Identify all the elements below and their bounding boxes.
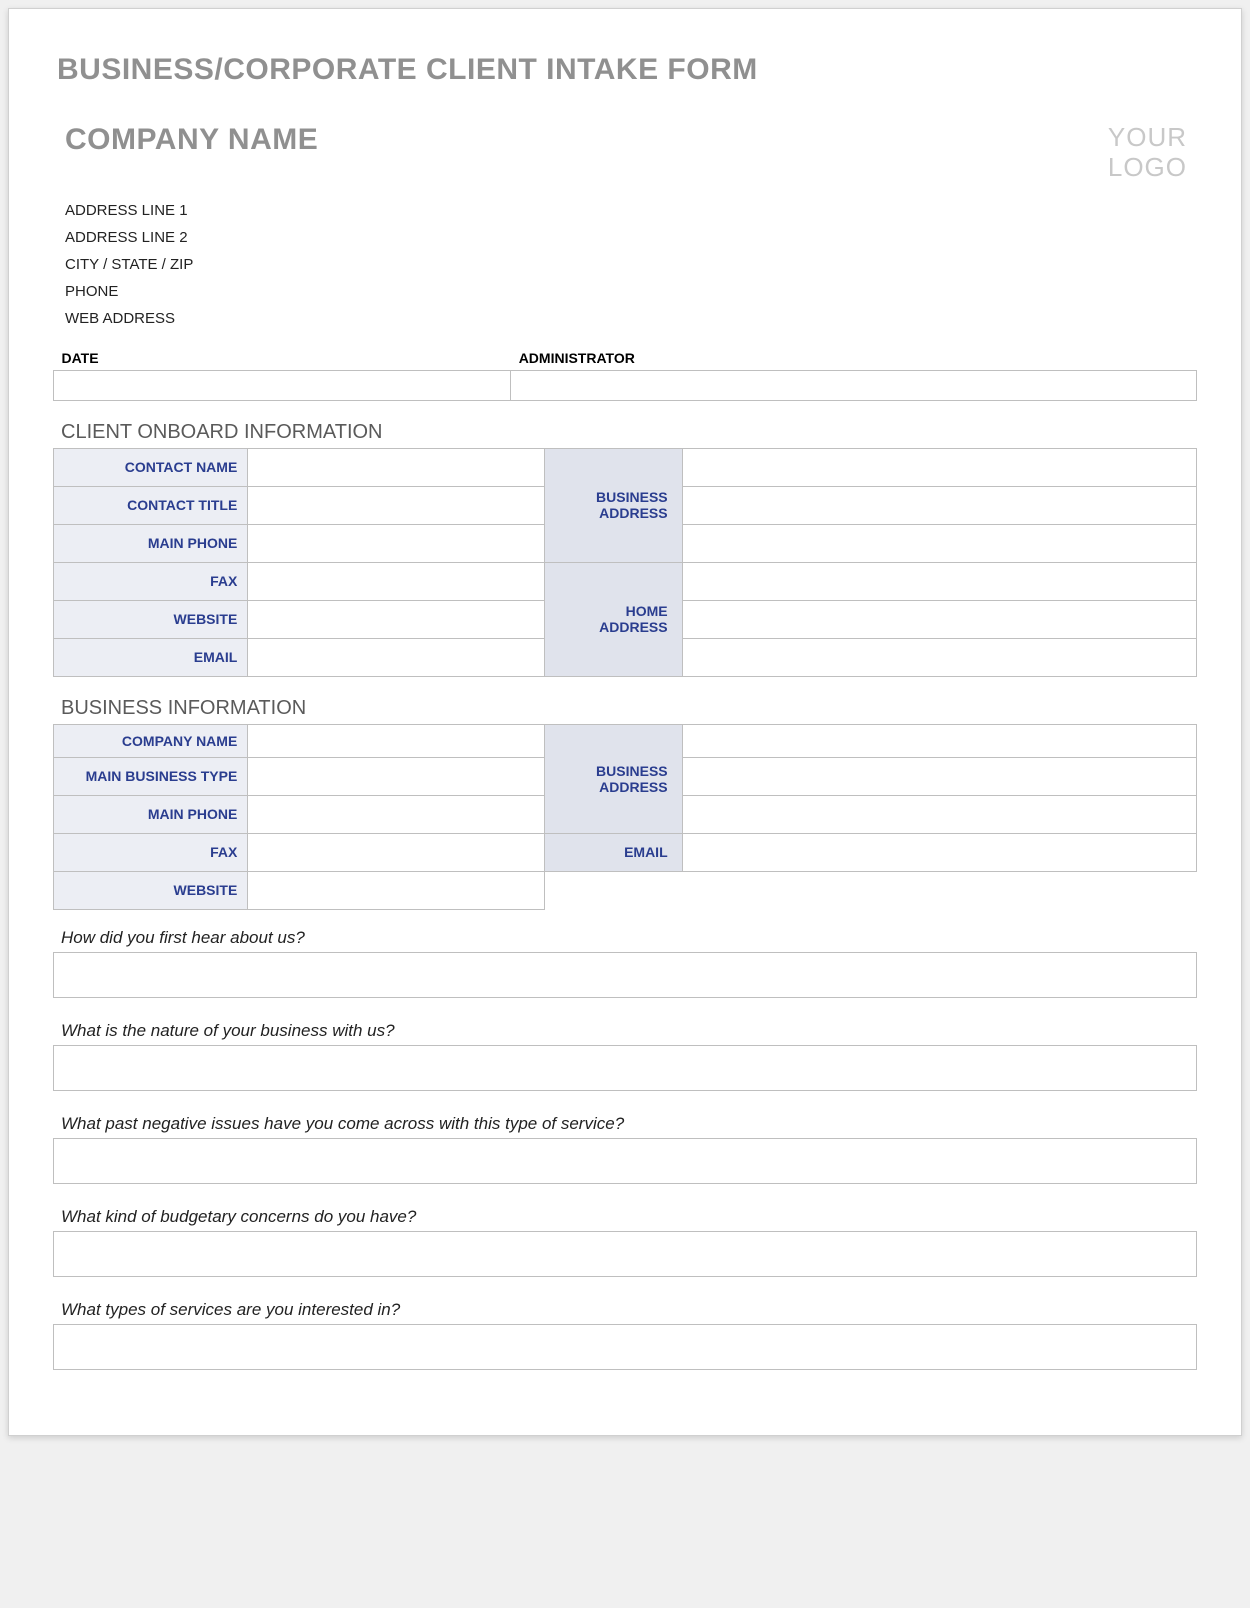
- client-info-table: CONTACT NAME BUSINESS ADDRESS CONTACT TI…: [53, 448, 1197, 677]
- business-email-input[interactable]: [693, 836, 1186, 868]
- main-business-type-label: MAIN BUSINESS TYPE: [86, 768, 238, 784]
- logo-placeholder: YOUR LOGO: [1108, 123, 1187, 183]
- business-address-input-1[interactable]: [693, 725, 1186, 757]
- question-1: How did you first hear about us?: [61, 928, 1197, 948]
- address-block: ADDRESS LINE 1 ADDRESS LINE 2 CITY / STA…: [65, 197, 1197, 332]
- header-row: COMPANY NAME YOUR LOGO: [53, 123, 1197, 183]
- question-2: What is the nature of your business with…: [61, 1021, 1197, 1041]
- business-address-label: BUSINESS ADDRESS: [596, 763, 668, 795]
- date-label: DATE: [62, 350, 99, 366]
- client-fax-label: FAX: [210, 573, 237, 589]
- contact-name-input[interactable]: [258, 451, 534, 483]
- business-info-section-title: BUSINESS INFORMATION: [61, 697, 1197, 720]
- contact-title-label: CONTACT TITLE: [127, 497, 237, 513]
- business-company-name-input[interactable]: [258, 725, 534, 757]
- business-info-table: COMPANY NAME BUSINESS ADDRESS MAIN BUSIN…: [53, 724, 1197, 910]
- answer-2[interactable]: [53, 1045, 1197, 1091]
- client-business-address-input-2[interactable]: [693, 489, 1186, 521]
- client-home-address-input-3[interactable]: [693, 641, 1186, 673]
- answer-5[interactable]: [53, 1324, 1197, 1370]
- answer-4[interactable]: [53, 1231, 1197, 1277]
- business-website-input[interactable]: [258, 874, 534, 906]
- form-page: BUSINESS/CORPORATE CLIENT INTAKE FORM CO…: [8, 8, 1242, 1436]
- client-main-phone-input[interactable]: [258, 527, 534, 559]
- business-fax-label: FAX: [210, 844, 237, 860]
- client-home-address-input-2[interactable]: [693, 603, 1186, 635]
- administrator-input[interactable]: [517, 372, 1190, 398]
- client-email-input[interactable]: [258, 641, 534, 673]
- client-home-address-label: HOME ADDRESS: [599, 603, 667, 635]
- business-fax-input[interactable]: [258, 836, 534, 868]
- client-fax-input[interactable]: [258, 565, 534, 597]
- address-city-state-zip: CITY / STATE / ZIP: [65, 251, 1197, 278]
- client-home-address-input-1[interactable]: [693, 565, 1186, 597]
- address-line2: ADDRESS LINE 2: [65, 224, 1197, 251]
- logo-line1: YOUR: [1108, 122, 1187, 152]
- client-info-section-title: CLIENT ONBOARD INFORMATION: [61, 421, 1197, 444]
- business-email-label: EMAIL: [624, 844, 668, 860]
- business-address-input-2[interactable]: [693, 760, 1186, 792]
- address-line1: ADDRESS LINE 1: [65, 197, 1197, 224]
- client-website-label: WEBSITE: [174, 611, 238, 627]
- client-business-address-label: BUSINESS ADDRESS: [596, 489, 668, 521]
- address-web: WEB ADDRESS: [65, 305, 1197, 332]
- administrator-label: ADMINISTRATOR: [519, 350, 635, 366]
- main-business-type-input[interactable]: [258, 760, 534, 792]
- business-website-label: WEBSITE: [174, 882, 238, 898]
- question-5: What types of services are you intereste…: [61, 1300, 1197, 1320]
- business-main-phone-label: MAIN PHONE: [148, 806, 237, 822]
- contact-title-input[interactable]: [258, 489, 534, 521]
- date-admin-table: DATE ADMINISTRATOR: [53, 350, 1197, 401]
- client-business-address-input-1[interactable]: [693, 451, 1186, 483]
- date-input[interactable]: [60, 372, 504, 398]
- client-business-address-input-3[interactable]: [693, 527, 1186, 559]
- answer-1[interactable]: [53, 952, 1197, 998]
- question-4: What kind of budgetary concerns do you h…: [61, 1207, 1197, 1227]
- question-3: What past negative issues have you come …: [61, 1114, 1197, 1134]
- address-phone: PHONE: [65, 278, 1197, 305]
- contact-name-label: CONTACT NAME: [125, 459, 238, 475]
- company-name: COMPANY NAME: [65, 123, 318, 157]
- client-website-input[interactable]: [258, 603, 534, 635]
- business-main-phone-input[interactable]: [258, 798, 534, 830]
- logo-line2: LOGO: [1108, 152, 1187, 182]
- form-title: BUSINESS/CORPORATE CLIENT INTAKE FORM: [57, 53, 1197, 87]
- business-address-input-3[interactable]: [693, 798, 1186, 830]
- business-company-name-label: COMPANY NAME: [122, 733, 237, 749]
- answer-3[interactable]: [53, 1138, 1197, 1184]
- client-email-label: EMAIL: [194, 649, 238, 665]
- client-main-phone-label: MAIN PHONE: [148, 535, 237, 551]
